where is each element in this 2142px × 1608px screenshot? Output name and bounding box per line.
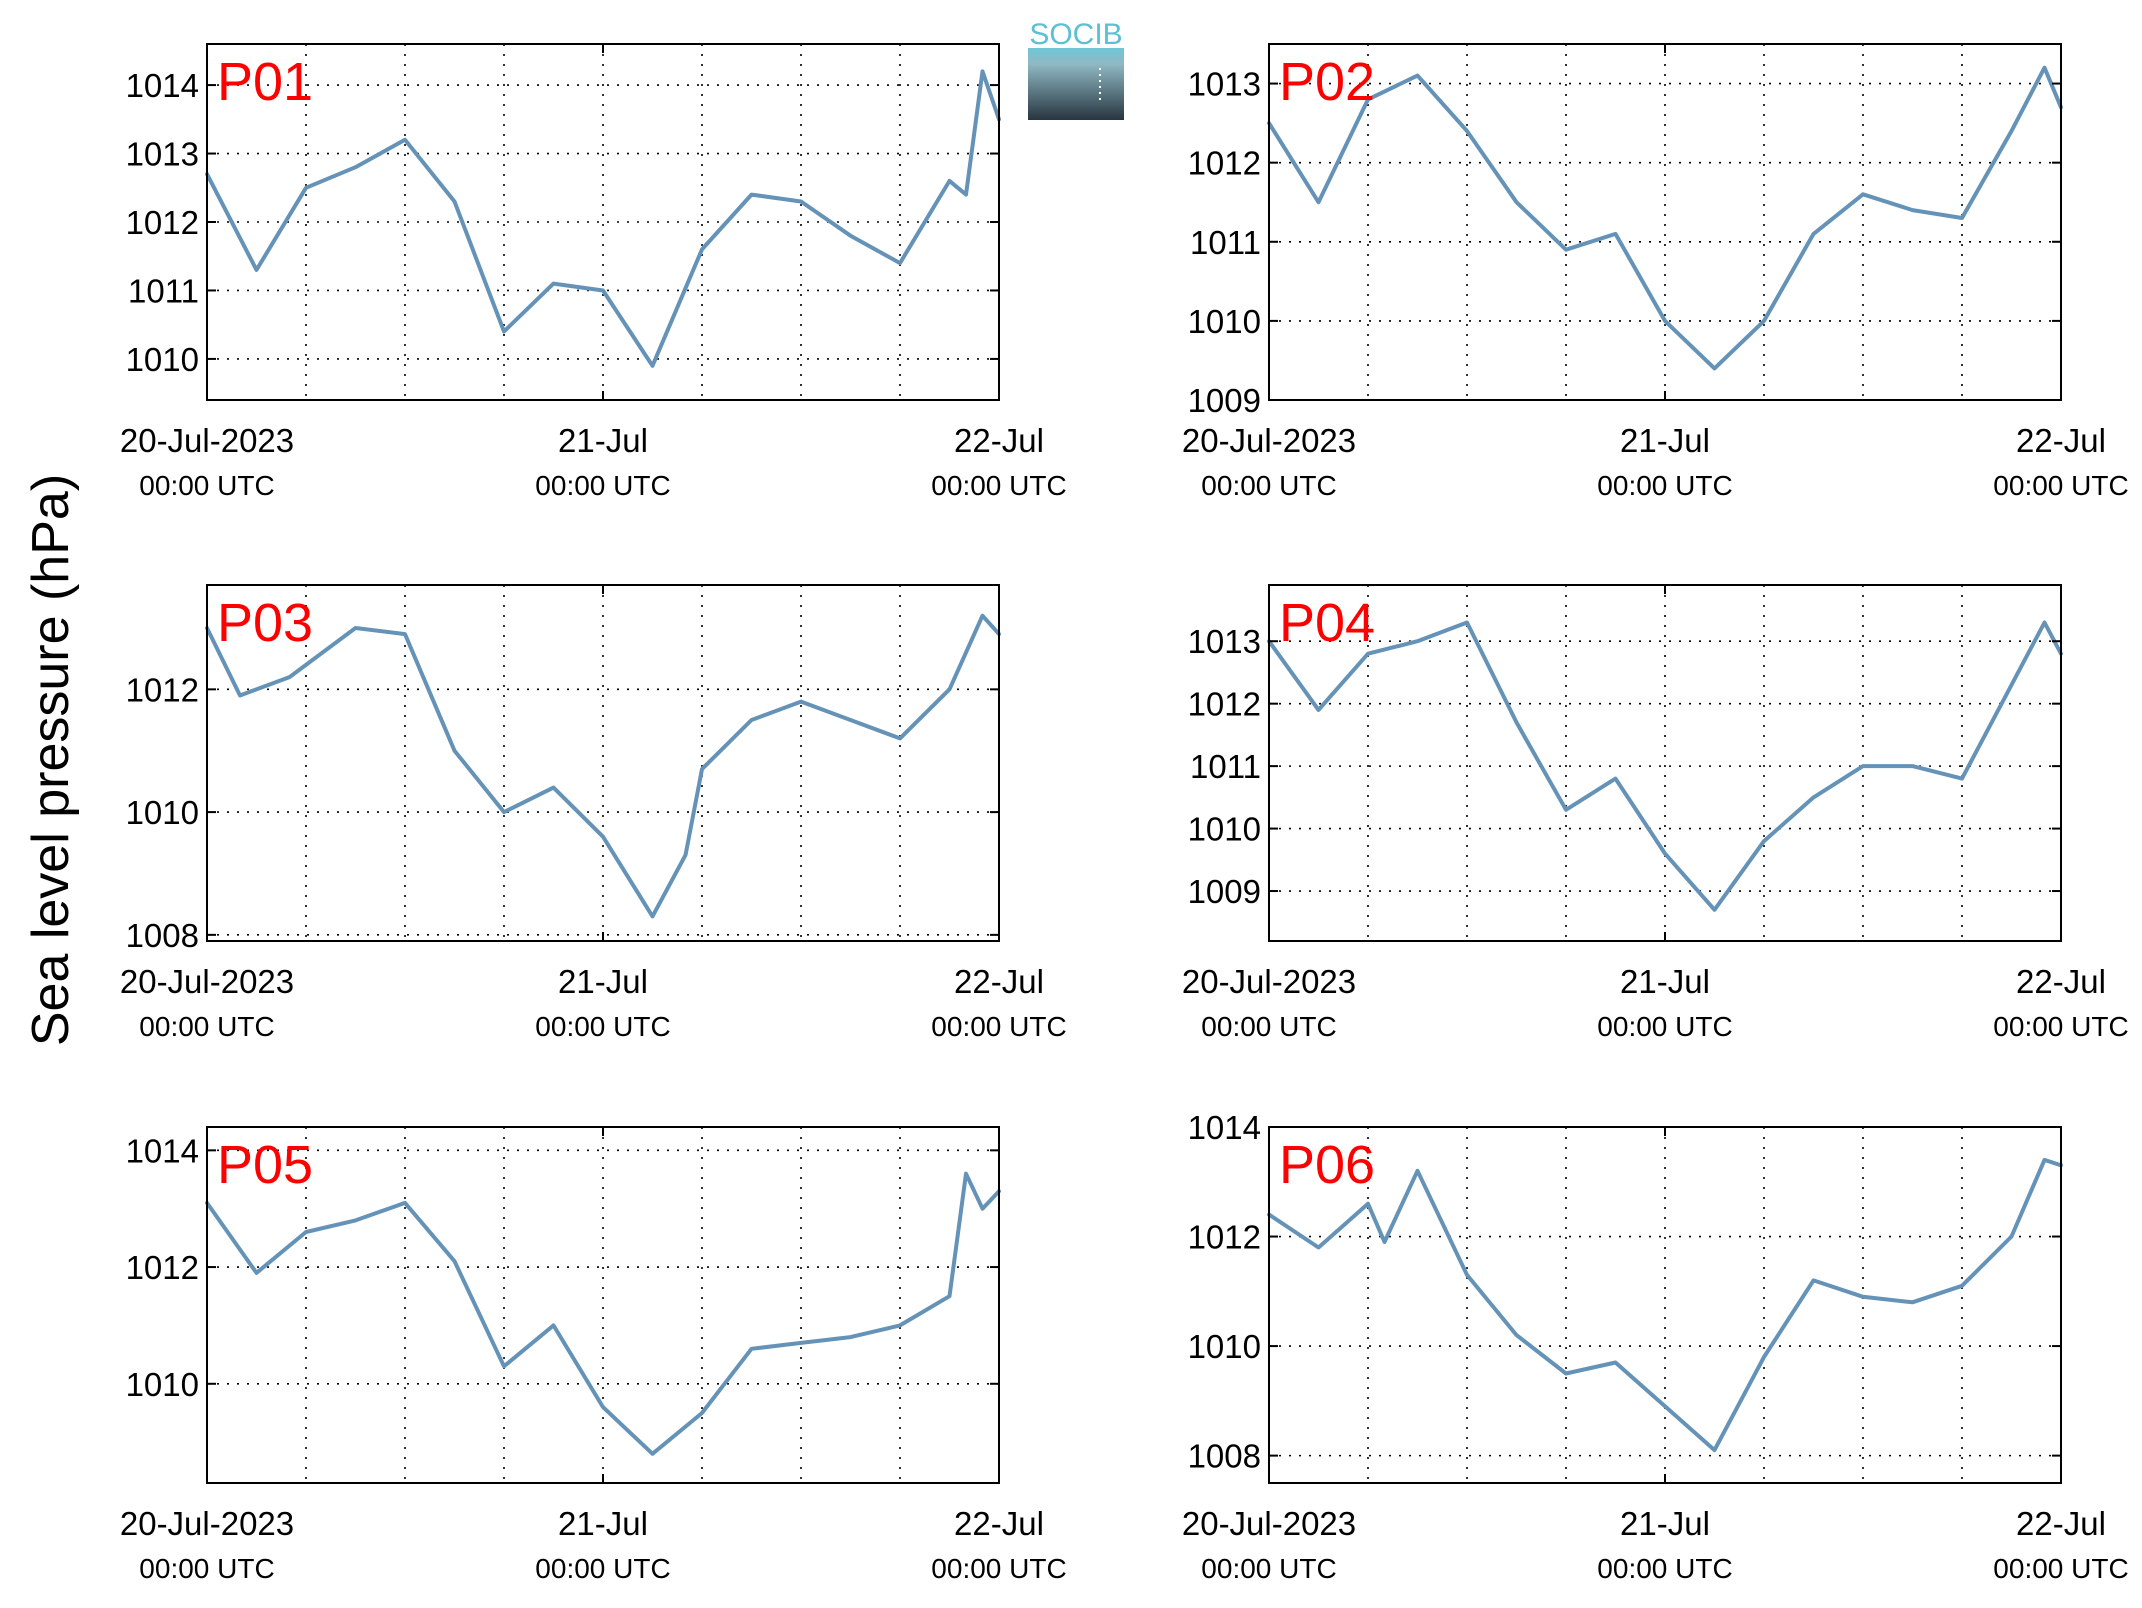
x-tick-label: 22-Jul <box>2016 963 2106 1000</box>
panel-label: P05 <box>217 1135 313 1195</box>
y-tick-label: 1014 <box>1188 1109 1261 1146</box>
x-tick-label: 21-Jul <box>558 422 648 459</box>
panel-p03: 1008 1010 1012 20-Jul-2023 00:00 UTC 21-Jul 00… <box>120 584 1067 1042</box>
x-tick-label: 22-Jul <box>2016 1505 2106 1542</box>
x-tick-label: 22-Jul <box>954 1505 1044 1542</box>
x-tick-label: 20-Jul-2023 <box>1182 422 1356 459</box>
logo-text: SOCIB <box>1029 18 1122 51</box>
socib-logo: SOCIB <box>1028 18 1124 120</box>
y-axis-title: Sea level pressure (hPa) <box>22 474 80 1046</box>
y-tick-label: 1012 <box>1188 145 1261 182</box>
x-tick-label: 21-Jul <box>558 963 648 1000</box>
logo-block <box>1028 48 1124 120</box>
x-tick-sublabel: 00:00 UTC <box>535 1553 670 1584</box>
series-line <box>1267 1157 2063 1453</box>
y-tick-label: 1011 <box>1190 748 1261 785</box>
panel-label: P04 <box>1279 593 1375 653</box>
y-tick-label: 1011 <box>1190 224 1261 261</box>
series-line <box>1267 65 2063 371</box>
y-tick-label: 1010 <box>126 1366 199 1403</box>
x-tick-sublabel: 00:00 UTC <box>535 470 670 501</box>
x-tick-sublabel: 00:00 UTC <box>1201 1011 1336 1042</box>
x-tick-label: 20-Jul-2023 <box>1182 963 1356 1000</box>
x-tick-sublabel: 00:00 UTC <box>931 1553 1066 1584</box>
series-line <box>205 69 1001 368</box>
y-tick-label: 1010 <box>1188 811 1261 848</box>
x-tick-sublabel: 00:00 UTC <box>1201 1553 1336 1584</box>
x-tick-sublabel: 00:00 UTC <box>931 1011 1066 1042</box>
y-tick-label: 1008 <box>126 917 199 954</box>
y-tick-label: 1008 <box>1188 1438 1261 1475</box>
y-tick-label: 1014 <box>126 1132 199 1169</box>
y-tick-label: 1012 <box>126 204 199 241</box>
x-tick-label: 20-Jul-2023 <box>120 963 294 1000</box>
y-tick-label: 1012 <box>126 1249 199 1286</box>
x-tick-label: 22-Jul <box>2016 422 2106 459</box>
x-tick-sublabel: 00:00 UTC <box>139 1553 274 1584</box>
x-tick-sublabel: 00:00 UTC <box>1993 470 2128 501</box>
y-tick-label: 1012 <box>1188 1219 1261 1256</box>
x-tick-label: 20-Jul-2023 <box>120 1505 294 1542</box>
panel-p01: 1010 1011 1012 1013 1014 20-Jul-2023 00:00 UTC… <box>120 43 1067 501</box>
x-tick-sublabel: 00:00 UTC <box>139 1011 274 1042</box>
y-tick-label: 1013 <box>1188 66 1261 103</box>
x-tick-label: 21-Jul <box>558 1505 648 1542</box>
x-tick-sublabel: 00:00 UTC <box>139 470 274 501</box>
panels: 1010 1011 1012 1013 1014 20-Jul-2023 00:00 UTC… <box>120 43 2129 1584</box>
x-tick-sublabel: 00:00 UTC <box>931 470 1066 501</box>
y-tick-label: 1010 <box>1188 303 1261 340</box>
x-tick-sublabel: 00:00 UTC <box>1597 470 1732 501</box>
x-tick-label: 20-Jul-2023 <box>120 422 294 459</box>
y-tick-label: 1014 <box>126 67 199 104</box>
y-tick-label: 1012 <box>126 671 199 708</box>
y-tick-label: 1010 <box>1188 1328 1261 1365</box>
x-tick-label: 20-Jul-2023 <box>1182 1505 1356 1542</box>
y-tick-label: 1010 <box>126 794 199 831</box>
series-line <box>205 613 1001 919</box>
panel-label: P03 <box>217 593 313 653</box>
panel-label: P02 <box>1279 52 1375 112</box>
x-tick-label: 21-Jul <box>1620 1505 1710 1542</box>
x-tick-sublabel: 00:00 UTC <box>535 1011 670 1042</box>
x-tick-label: 21-Jul <box>1620 963 1710 1000</box>
x-tick-sublabel: 00:00 UTC <box>1201 470 1336 501</box>
panel-label: P01 <box>217 52 313 112</box>
x-tick-label: 21-Jul <box>1620 422 1710 459</box>
series-line <box>205 1171 1001 1456</box>
panel-label: P06 <box>1279 1135 1375 1195</box>
x-tick-sublabel: 00:00 UTC <box>1993 1011 2128 1042</box>
y-tick-label: 1012 <box>1188 686 1261 723</box>
panel-p02: 1009 1010 1011 1012 1013 20-Jul-2023 00:00 UTC… <box>1182 43 2129 501</box>
y-tick-label: 1013 <box>1188 623 1261 660</box>
y-tick-label: 1009 <box>1188 873 1261 910</box>
y-tick-label: 1011 <box>128 272 199 309</box>
panel-p05: 1010 1012 1014 20-Jul-2023 00:00 UTC 21-Jul 00… <box>120 1126 1067 1584</box>
panel-p06: 1008 1010 1012 1014 20-Jul-2023 00:00 UTC 21-J… <box>1182 1109 2129 1584</box>
y-tick-label: 1010 <box>126 341 199 378</box>
panel-p04: 1009 1010 1011 1012 1013 20-Jul-2023 00:00 UTC… <box>1182 584 2129 1042</box>
x-tick-sublabel: 00:00 UTC <box>1993 1553 2128 1584</box>
x-tick-label: 22-Jul <box>954 963 1044 1000</box>
y-tick-label: 1013 <box>126 136 199 173</box>
x-tick-sublabel: 00:00 UTC <box>1597 1011 1732 1042</box>
x-tick-label: 22-Jul <box>954 422 1044 459</box>
x-tick-sublabel: 00:00 UTC <box>1597 1553 1732 1584</box>
series-line <box>1267 620 2063 912</box>
y-tick-label: 1009 <box>1188 382 1261 419</box>
